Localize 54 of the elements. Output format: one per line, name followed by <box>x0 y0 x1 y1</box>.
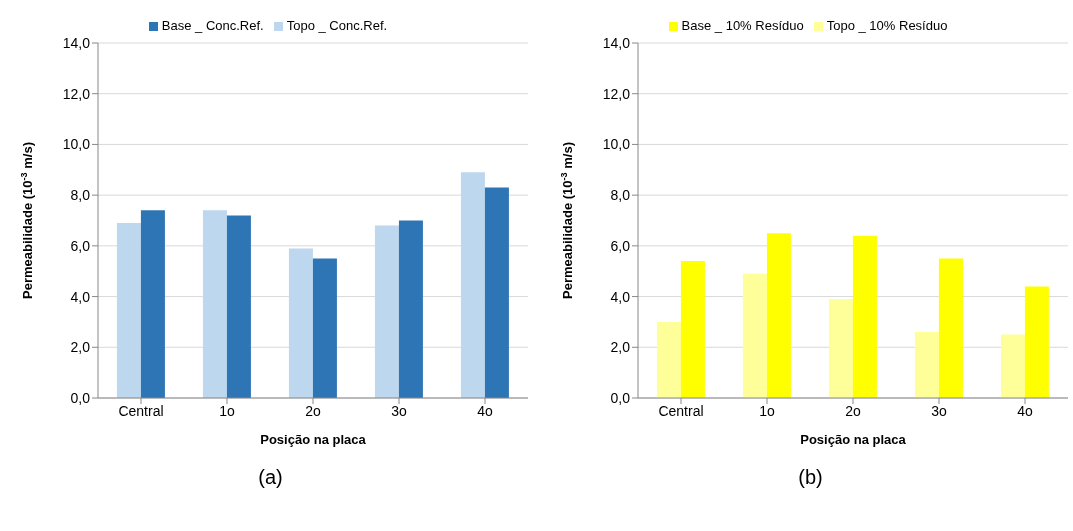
bar <box>938 258 963 398</box>
y-tick-label: 12,0 <box>62 85 91 102</box>
bar <box>656 321 681 398</box>
bar <box>460 172 485 398</box>
y-tick-label: 6,0 <box>610 237 631 254</box>
x-tick-label: 1o <box>219 402 235 419</box>
bar <box>1000 334 1025 398</box>
y-tick-label: 0,0 <box>610 389 631 406</box>
legend-label: Base _ 10% Resíduo <box>681 18 804 33</box>
legend-label: Topo _ Conc.Ref. <box>286 18 388 33</box>
bar <box>374 225 399 398</box>
y-tick-label: 2,0 <box>70 339 91 356</box>
x-tick-label: 4o <box>477 402 493 419</box>
legend-label: Base _ Conc.Ref. <box>161 18 264 33</box>
legend-label: Topo _ 10% Resíduo <box>826 18 948 33</box>
bar <box>116 223 141 398</box>
x-tick-label: 2o <box>845 402 861 419</box>
y-tick-label: 2,0 <box>610 339 631 356</box>
y-tick-label: 14,0 <box>62 34 91 51</box>
bar <box>226 215 251 398</box>
y-tick-label: 10,0 <box>602 136 631 153</box>
bar <box>680 261 705 398</box>
text: (b) <box>797 466 824 489</box>
bar <box>288 248 313 398</box>
y-tick-label: 14,0 <box>602 34 631 51</box>
bar <box>312 258 337 398</box>
y-tick-label: 10,0 <box>62 136 91 153</box>
x-tick-label: 1o <box>759 402 775 419</box>
x-tick-label: 3o <box>391 402 407 419</box>
x-tick-label: Central <box>118 402 164 419</box>
y-tick-label: 4,0 <box>70 288 91 305</box>
y-tick-label: 8,0 <box>70 187 91 204</box>
x-tick-label: Central <box>658 402 704 419</box>
bar <box>914 332 939 398</box>
y-tick-label: 6,0 <box>70 237 91 254</box>
y-tick-label: 0,0 <box>70 389 91 406</box>
text: (a) <box>257 466 284 489</box>
x-axis-title: Posição na placa <box>800 432 907 447</box>
bar <box>398 220 423 398</box>
y-tick-label: 8,0 <box>610 187 631 204</box>
bar <box>852 235 877 398</box>
bar <box>828 299 853 398</box>
x-tick-label: 2o <box>305 402 321 419</box>
bar <box>1024 286 1049 398</box>
x-tick-label: 4o <box>1017 402 1033 419</box>
bar <box>742 273 767 398</box>
bar <box>140 210 165 398</box>
bar <box>202 210 227 398</box>
y-tick-label: 4,0 <box>610 288 631 305</box>
y-tick-label: 12,0 <box>602 85 631 102</box>
x-tick-label: 3o <box>931 402 947 419</box>
x-axis-title: Posição na placa <box>260 432 367 447</box>
bar <box>766 233 791 398</box>
bar <box>484 187 509 398</box>
